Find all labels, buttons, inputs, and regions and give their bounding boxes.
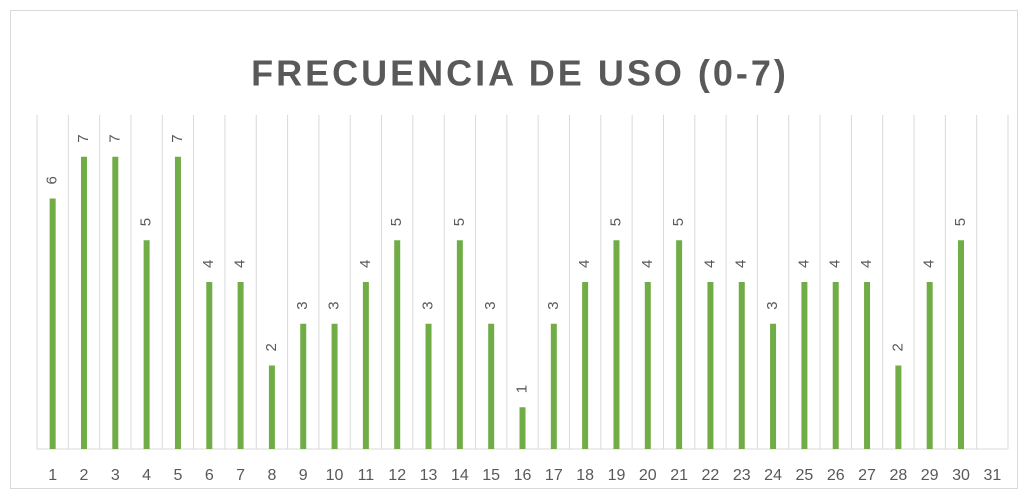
x-tick-label: 31 [983, 467, 1001, 484]
x-tick-label: 16 [514, 467, 532, 484]
x-tick-label: 7 [236, 467, 245, 484]
data-label: 4 [639, 260, 656, 268]
x-tick-label: 3 [111, 467, 120, 484]
bar [676, 240, 683, 449]
x-tick-label: 25 [796, 467, 814, 484]
bar [143, 240, 150, 449]
bar [644, 282, 651, 449]
bar [707, 282, 714, 449]
bar [926, 282, 933, 449]
bar [174, 156, 181, 449]
x-tick-label: 26 [827, 467, 845, 484]
bar [864, 282, 871, 449]
x-tick-label: 28 [889, 467, 907, 484]
x-tick-label: 1 [48, 467, 57, 484]
bar [582, 282, 589, 449]
bar [237, 282, 244, 449]
x-tick-label: 9 [299, 467, 308, 484]
x-tick-label: 29 [921, 467, 939, 484]
bar [738, 282, 745, 449]
bar [832, 282, 839, 449]
data-label: 5 [388, 218, 405, 226]
x-tick-label: 27 [858, 467, 876, 484]
bar [488, 323, 495, 449]
data-label: 4 [576, 260, 593, 268]
bar [206, 282, 213, 449]
data-label: 3 [482, 301, 499, 309]
data-label: 2 [263, 343, 280, 351]
x-tick-label: 2 [80, 467, 89, 484]
bar [895, 365, 902, 449]
x-tick-label: 12 [388, 467, 406, 484]
data-label: 4 [827, 260, 844, 268]
x-tick-label: 5 [173, 467, 182, 484]
bar [613, 240, 620, 449]
bar [268, 365, 275, 449]
data-label: 5 [952, 218, 969, 226]
x-tick-label: 14 [451, 467, 469, 484]
bar [519, 407, 526, 449]
bar [49, 198, 56, 449]
x-tick-label: 18 [576, 467, 594, 484]
x-tick-label: 8 [267, 467, 276, 484]
data-label: 7 [75, 134, 92, 142]
bar [425, 323, 432, 449]
data-label: 3 [326, 301, 343, 309]
data-label: 4 [357, 260, 374, 268]
data-label: 5 [138, 218, 155, 226]
x-tick-label: 19 [608, 467, 626, 484]
data-label: 3 [764, 301, 781, 309]
data-label: 4 [733, 260, 750, 268]
data-label: 1 [513, 385, 530, 393]
bar [958, 240, 965, 449]
bar [456, 240, 463, 449]
data-label: 7 [169, 134, 186, 142]
bar [801, 282, 808, 449]
x-tick-label: 30 [952, 467, 970, 484]
x-tick-label: 11 [358, 467, 375, 484]
x-tick-label: 23 [733, 467, 751, 484]
x-tick-label: 21 [670, 467, 688, 484]
x-tick-label: 4 [142, 467, 151, 484]
data-label: 2 [889, 343, 906, 351]
data-label: 3 [545, 301, 562, 309]
bar [112, 156, 119, 449]
x-tick-label: 22 [702, 467, 720, 484]
data-label: 5 [607, 218, 624, 226]
data-label: 6 [44, 176, 61, 184]
x-tick-label: 20 [639, 467, 657, 484]
data-label: 3 [294, 301, 311, 309]
x-tick-label: 15 [482, 467, 500, 484]
data-label: 4 [200, 260, 217, 268]
data-label: 3 [420, 301, 437, 309]
data-label: 4 [232, 260, 249, 268]
data-label: 5 [451, 218, 468, 226]
data-label: 7 [106, 134, 123, 142]
data-label: 4 [701, 260, 718, 268]
x-tick-label: 17 [545, 467, 563, 484]
bar [331, 323, 338, 449]
bar [300, 323, 307, 449]
bar [394, 240, 401, 449]
data-label: 5 [670, 218, 687, 226]
bar [550, 323, 557, 449]
data-label: 4 [858, 260, 875, 268]
x-tick-label: 24 [764, 467, 782, 484]
chart-title: FRECUENCIA DE USO (0-7) [251, 53, 789, 94]
data-label: 4 [795, 260, 812, 268]
bar [362, 282, 369, 449]
x-tick-label: 10 [326, 467, 344, 484]
x-tick-label: 6 [205, 467, 214, 484]
bar [770, 323, 777, 449]
x-tick-label: 13 [420, 467, 438, 484]
bar [80, 156, 87, 449]
data-label: 4 [921, 260, 938, 268]
